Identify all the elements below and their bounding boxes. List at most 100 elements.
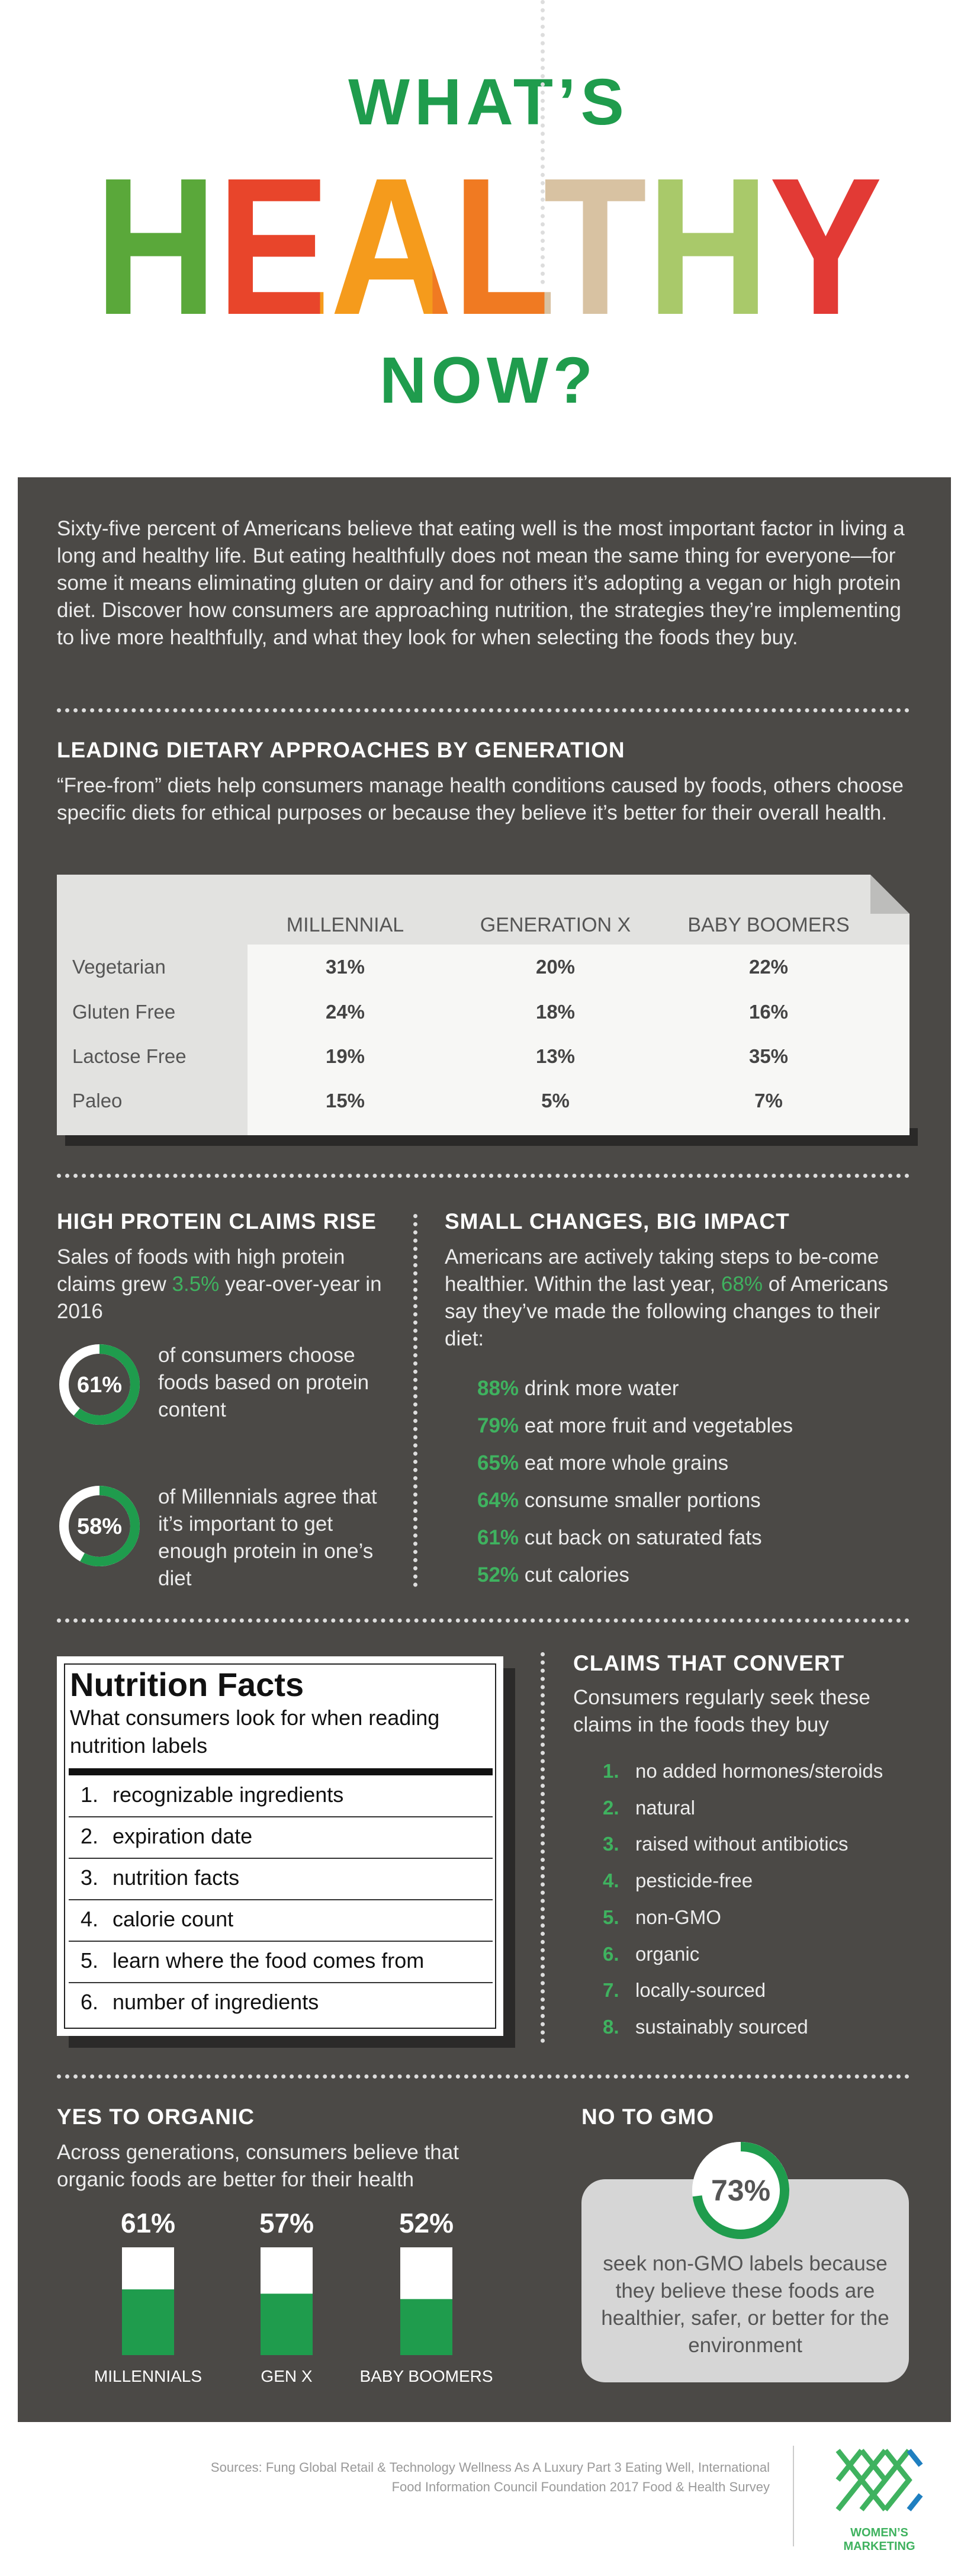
column-header: GENERATION X [480,914,631,936]
logo-mark [835,2449,923,2511]
section-title: NO TO GMO [581,2105,715,2129]
title-line1: WHAT’S [348,66,629,139]
cell: 20% [535,956,576,978]
stat-text: of Millennials agree that it’s important… [158,1485,377,1590]
change-text: cut back on saturated fats [524,1526,762,1549]
bar-label: 52% [399,2208,454,2238]
bar [122,2289,174,2355]
change-item: 79% eat more fruit and vegetables [477,1412,793,1440]
cell: 24% [325,1001,365,1023]
row-label: Paleo [72,1090,123,1112]
claim-number: 4. [603,1870,619,1892]
row-label: Vegetarian [72,956,166,978]
item-rule [69,1899,493,1900]
column-header: MILLENNIAL [286,914,404,936]
text: year-over-year in 2016 [57,1273,382,1323]
change-pct: 65% [477,1451,519,1475]
change-pct: 88% [477,1377,519,1400]
change-text: drink more water [524,1377,679,1400]
highlight: 3.5% [172,1273,220,1296]
page-curl [870,875,909,914]
item-number: 2. [81,1824,99,1848]
change-pct: 64% [477,1489,519,1512]
item-text: recognizable ingredients [113,1782,344,1807]
bar [261,2294,313,2355]
change-text: consume smaller portions [524,1489,761,1512]
cell: 22% [748,956,789,978]
claim-number: 8. [603,2015,619,2038]
section-title: HIGH PROTEIN CLAIMS RISE [57,1209,377,1234]
nutrition-subtitle: What consumers look for when reading nut… [70,1705,440,1758]
claim-text: pesticide-free [635,1870,753,1892]
donut-label: 61% [77,1373,122,1398]
claim-number: 3. [603,1833,619,1855]
bar-label: 57% [259,2208,314,2238]
cell: 35% [748,1045,789,1067]
separator [57,2074,909,2079]
highlight: 68% [721,1273,763,1296]
separator [57,1618,909,1623]
change-item: 61% cut back on saturated fats [477,1524,762,1552]
row-label: Gluten Free [72,1001,176,1023]
claim-number: 2. [603,1796,619,1819]
section-text: Sales of foods with high protein claims … [57,1244,388,1325]
bar-name: MILLENNIALS [94,2367,202,2385]
claim-text: raised without antibiotics [635,1833,849,1855]
change-item: 88% drink more water [477,1375,679,1402]
nutrition-title: Nutrition Facts [70,1666,304,1703]
separator [541,0,545,284]
item-number: 3. [81,1865,99,1890]
item-rule [69,1941,493,1942]
change-item: 52% cut calories [477,1562,629,1589]
item-text: number of ingredients [113,1990,319,2014]
text: Americans are actively taking steps to b… [445,1245,879,1296]
claim-number: 7. [603,1979,619,2002]
bar-name: BABY BOOMERS [359,2367,493,2385]
text: of Americans say they’ve made the follow… [445,1273,889,1350]
item-rule [69,1816,493,1817]
separator [413,1214,417,1587]
item-number: 1. [81,1782,99,1807]
separator [57,1174,909,1178]
sources: Sources: Fung Global Retail & Technology… [210,2460,770,2494]
cell: 19% [325,1045,365,1067]
change-pct: 52% [477,1563,519,1586]
section-title: CLAIMS THAT CONVERT [573,1651,845,1675]
claim-text: locally-sourced [635,1979,766,2002]
section-text: Americans are actively taking steps to b… [445,1244,912,1353]
nutrition-box [57,1656,503,2036]
change-item: 64% consume smaller portions [477,1487,761,1514]
claim-text: natural [635,1796,695,1819]
separator [541,1652,545,2043]
section-text: Across generations, consumers believe th… [57,2141,459,2191]
logo-text: WOMEN’S MARKETING [843,2526,915,2553]
section-text: “Free-from” diets help consumers manage … [57,774,904,824]
section-text: Consumers regularly seek these claims in… [573,1686,870,1736]
donut-label: 58% [77,1514,122,1539]
cell: 18% [535,1001,576,1023]
claim-text: non-GMO [635,1906,721,1928]
item-text: nutrition facts [113,1865,240,1890]
change-item: 65% eat more whole grains [477,1450,728,1477]
claim-number: 1. [603,1760,619,1782]
claim-text: no added hormones/steroids [635,1760,883,1782]
bar-label: 61% [121,2208,175,2238]
item-rule [69,1858,493,1859]
donut-arc [73,1344,140,1425]
title-line2: HEALTHY [95,137,882,355]
item-text: expiration date [113,1824,253,1848]
cell: 7% [754,1090,783,1112]
intro: Sixty-five percent of Americans believe … [57,517,905,649]
stat-text: of consumers choose foods based on prote… [158,1344,369,1421]
donut-arc [80,1486,140,1566]
change-text: cut calories [524,1563,629,1586]
claim-text: sustainably sourced [635,2015,808,2038]
gmo-text: seek non-GMO labels because they believe… [601,2252,889,2357]
item-number: 6. [81,1990,99,2014]
item-rule [69,1982,493,1983]
section-title: SMALL CHANGES, BIG IMPACT [445,1209,790,1234]
title-line3: NOW? [380,344,597,417]
